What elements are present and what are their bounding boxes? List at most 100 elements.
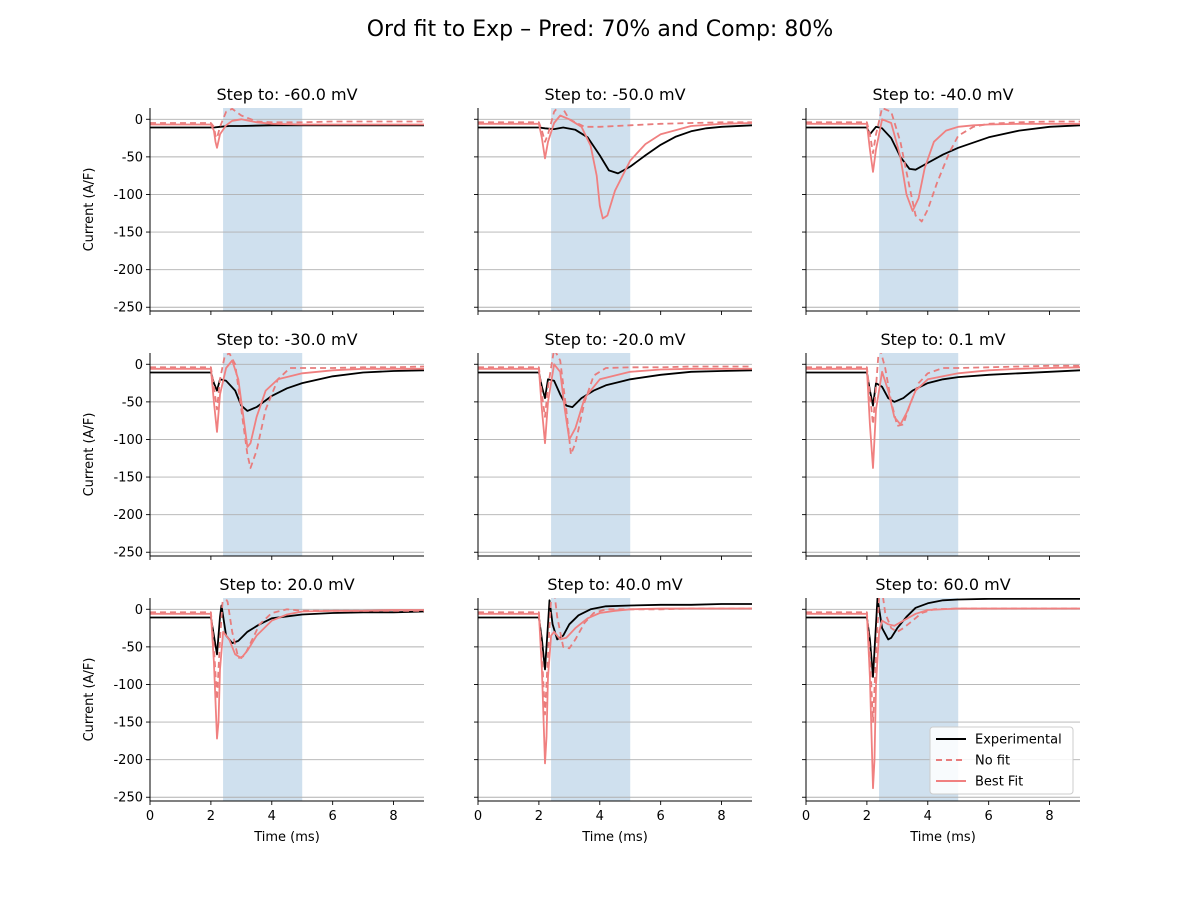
panel: 0 2 4 6 8 Step to: 40.0 mV Time (ms)	[474, 575, 752, 845]
y-tick-label: -150	[113, 716, 143, 731]
y-tick-label: -250	[113, 546, 143, 561]
legend-label: No fit	[975, 754, 1010, 769]
y-tick-label: -100	[113, 188, 143, 203]
x-tick-label: 6	[985, 809, 993, 824]
x-tick-label: 2	[863, 809, 871, 824]
panel: 0 -50 -100 -150 -200 -250 Step to: -30.0 mV Cur…	[82, 330, 424, 561]
y-tick-label: -150	[113, 226, 143, 241]
x-tick-label: 4	[268, 809, 276, 824]
y-tick-label: 0	[135, 603, 143, 618]
shaded-region	[551, 108, 631, 311]
y-tick-label: -100	[113, 678, 143, 693]
y-tick-label: -50	[122, 150, 143, 165]
series-line-best-fit	[150, 609, 424, 740]
series-group	[806, 108, 1080, 223]
series-line-experimental	[150, 604, 424, 656]
series-line-no-fit	[806, 108, 1080, 223]
y-tick-label: -250	[113, 301, 143, 316]
y-tick-label: 0	[135, 358, 143, 373]
shaded-region	[223, 353, 303, 556]
y-tick-label: -150	[113, 471, 143, 486]
series-group	[806, 598, 1080, 790]
panel-title: Step to: 0.1 mV	[880, 330, 1005, 349]
x-tick-label: 8	[1045, 809, 1053, 824]
panel: Step to: -20.0 mV	[474, 330, 752, 560]
y-tick-label: -200	[113, 508, 143, 523]
shaded-region	[879, 353, 959, 556]
series-line-best-fit	[478, 114, 752, 220]
series-line-best-fit	[806, 366, 1080, 469]
panel-title: Step to: 20.0 mV	[219, 575, 354, 594]
series-group	[478, 598, 752, 765]
x-axis-label: Time (ms)	[909, 830, 976, 845]
panel-title: Step to: -40.0 mV	[872, 85, 1013, 104]
x-tick-label: 0	[146, 809, 154, 824]
y-tick-label: -200	[113, 263, 143, 278]
series-line-no-fit	[806, 353, 1080, 427]
panels-group: 0 -50 -100 -150 -200 -250 Step to: -60.0 mV Cur…	[82, 85, 1080, 845]
series-line-experimental	[806, 369, 1080, 407]
y-tick-label: -250	[113, 791, 143, 806]
y-tick-label: 0	[135, 113, 143, 128]
y-tick-label: -50	[122, 640, 143, 655]
series-line-no-fit	[150, 353, 424, 469]
panel-title: Step to: -20.0 mV	[544, 330, 685, 349]
y-tick-label: -200	[113, 753, 143, 768]
x-tick-label: 8	[717, 809, 725, 824]
series-group	[150, 353, 424, 469]
series-group	[478, 353, 752, 456]
legend: Experimental No fit Best Fit	[929, 726, 1074, 795]
series-line-experimental	[806, 124, 1080, 171]
y-axis-label: Current (A/F)	[82, 658, 97, 742]
series-line-experimental	[806, 598, 1080, 678]
series-line-best-fit	[150, 118, 424, 149]
x-tick-label: 0	[474, 809, 482, 824]
panel: Step to: 0.1 mV	[802, 330, 1080, 560]
legend-box	[929, 726, 1074, 795]
panel-title: Step to: -60.0 mV	[216, 85, 357, 104]
x-tick-label: 6	[329, 809, 337, 824]
figure-title: Ord fit to Exp – Pred: 70% and Comp: 80%	[367, 17, 834, 42]
x-axis-label: Time (ms)	[253, 830, 320, 845]
legend-label: Best Fit	[975, 775, 1023, 790]
series-group	[478, 108, 752, 220]
legend-label: Experimental	[975, 733, 1062, 748]
panel: 0 -50 -100 -150 -200 -250 Step to: -60.0 mV Cur…	[82, 85, 424, 316]
x-tick-label: 4	[596, 809, 604, 824]
x-tick-label: 6	[657, 809, 665, 824]
series-group	[806, 353, 1080, 469]
shaded-region	[223, 108, 303, 311]
panel: Step to: -40.0 mV	[802, 85, 1080, 315]
series-group	[150, 598, 424, 740]
y-axis-label: Current (A/F)	[82, 168, 97, 252]
panel-title: Step to: -30.0 mV	[216, 330, 357, 349]
x-tick-label: 2	[207, 809, 215, 824]
y-tick-label: -100	[113, 433, 143, 448]
series-line-best-fit	[478, 607, 752, 765]
y-tick-label: -50	[122, 395, 143, 410]
panel: Step to: -50.0 mV	[474, 85, 752, 315]
series-group	[150, 108, 424, 149]
x-tick-label: 8	[389, 809, 397, 824]
x-tick-label: 0	[802, 809, 810, 824]
panel-title: Step to: 40.0 mV	[547, 575, 682, 594]
series-line-best-fit	[478, 363, 752, 445]
shaded-region	[551, 353, 631, 556]
x-axis-label: Time (ms)	[581, 830, 648, 845]
series-line-no-fit	[478, 353, 752, 456]
series-line-best-fit	[806, 607, 1080, 790]
y-axis-label: Current (A/F)	[82, 413, 97, 497]
series-line-no-fit	[806, 598, 1080, 723]
x-tick-label: 4	[924, 809, 932, 824]
shaded-region	[551, 598, 631, 801]
panel-title: Step to: -50.0 mV	[544, 85, 685, 104]
series-line-experimental	[150, 369, 424, 412]
panel: 0 2 4 6 8 Step to: 60.0 mV Time (ms)	[802, 575, 1080, 845]
series-line-experimental	[478, 369, 752, 409]
series-line-best-fit	[806, 118, 1080, 212]
shaded-region	[223, 598, 303, 801]
x-tick-label: 2	[535, 809, 543, 824]
series-line-experimental	[478, 599, 752, 671]
